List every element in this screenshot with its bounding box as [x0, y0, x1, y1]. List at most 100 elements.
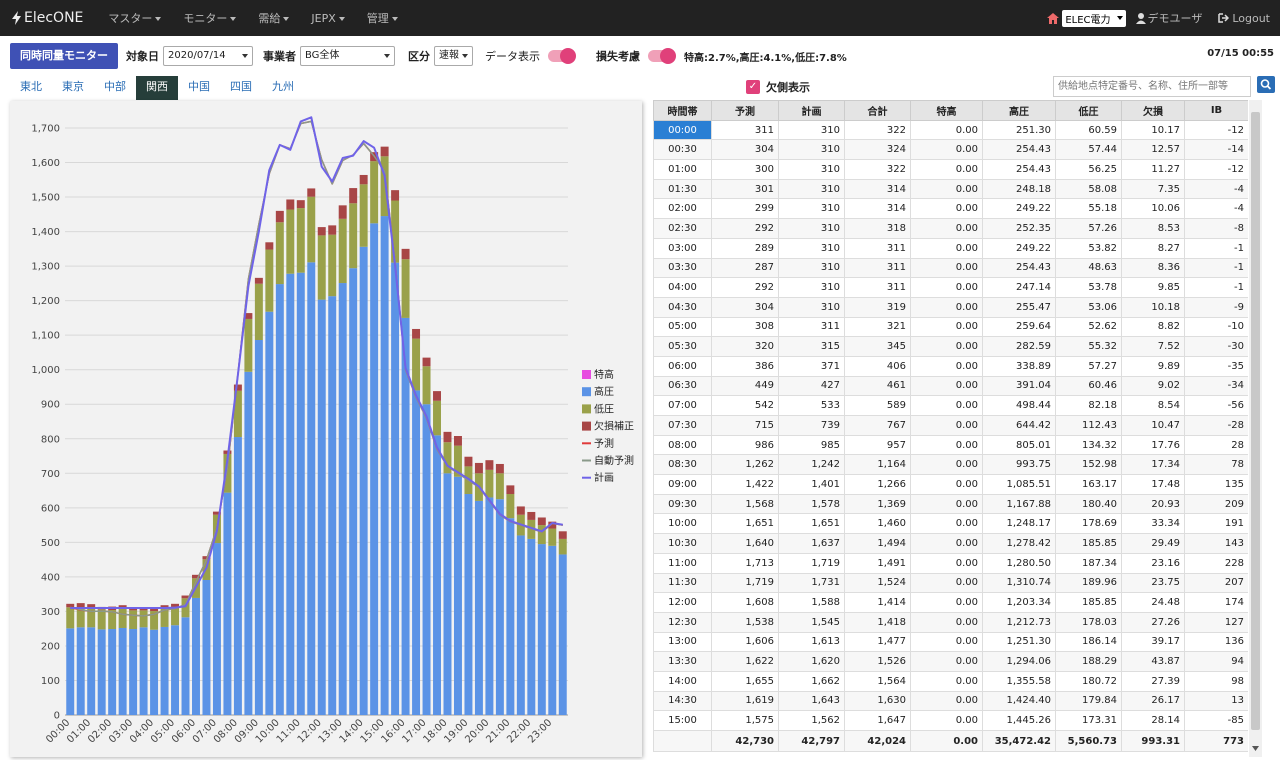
loss-toggle[interactable]: [648, 48, 676, 64]
table-row[interactable]: 13:30 1,622 1,620 1,526 0.00 1,294.06 188.29 43…: [653, 651, 1248, 672]
bar-segment: [453, 476, 462, 715]
caret-down-icon: [230, 17, 237, 21]
scroll-thumb[interactable]: [1251, 112, 1260, 730]
total-cell: 5,560.73: [1055, 730, 1122, 752]
table-row[interactable]: 12:00 1,608 1,588 1,414 0.00 1,203.34 185.85 24…: [653, 592, 1248, 613]
table-row[interactable]: 00:30 304 310 324 0.00 254.43 57.44 12.57 -14: [653, 139, 1248, 161]
column-header[interactable]: 合計: [844, 100, 911, 121]
table-row[interactable]: 07:30 715 739 767 0.00 644.42 112.43 10.47 -28: [653, 415, 1248, 436]
value-cell: 0.00: [910, 375, 983, 397]
table-row[interactable]: 04:30 304 310 319 0.00 255.47 53.06 10.18 -9: [653, 296, 1248, 318]
time-cell: 01:30: [653, 178, 712, 200]
timestamp: 07/15 00:55: [1207, 48, 1274, 59]
table-row[interactable]: 02:00 299 310 314 0.00 249.22 55.18 10.06 -4: [653, 198, 1248, 220]
menu-jepx[interactable]: JEPX: [311, 12, 345, 25]
tab-chugoku[interactable]: 中国: [188, 80, 210, 93]
column-header[interactable]: 低圧: [1055, 100, 1122, 121]
column-header[interactable]: 特高: [910, 100, 983, 121]
time-cell: 08:00: [653, 434, 712, 456]
tab-chubu[interactable]: 中部: [104, 80, 126, 93]
value-cell: 498.44: [982, 395, 1056, 416]
menu-master[interactable]: マスター: [108, 10, 162, 26]
value-cell: 533: [778, 395, 845, 416]
search-button[interactable]: [1257, 76, 1275, 93]
bar-segment: [359, 246, 368, 715]
tab-kyushu[interactable]: 九州: [272, 80, 294, 93]
menu-admin[interactable]: 管理: [367, 10, 398, 26]
shortage-checkbox[interactable]: ✓ 欠側表示: [746, 79, 810, 95]
table-row[interactable]: 06:30 449 427 461 0.00 391.04 60.46 9.02 -34: [653, 375, 1248, 397]
value-cell: 449: [711, 375, 779, 397]
table-row[interactable]: 09:00 1,422 1,401 1,266 0.00 1,085.51 163.17 17…: [653, 474, 1248, 495]
logout-link[interactable]: Logout: [1218, 12, 1270, 25]
table-row[interactable]: 15:00 1,575 1,562 1,647 0.00 1,445.26 173.31 28…: [653, 710, 1248, 731]
bar-segment: [453, 445, 462, 477]
data-table-container: 時間帯 予測 計画 合計 特高 高圧 低圧 欠損 IB 00:00 311 310 322 0.00 25…: [653, 100, 1248, 757]
column-header[interactable]: 予測: [711, 100, 779, 121]
bar-segment: [181, 617, 190, 715]
shortage-label: 欠側表示: [766, 81, 810, 94]
menu-supply-demand[interactable]: 需給: [258, 10, 290, 26]
table-row[interactable]: 14:30 1,619 1,643 1,630 0.00 1,424.40 179.84 26…: [653, 690, 1248, 712]
tab-kansai[interactable]: 関西: [136, 76, 178, 100]
table-row[interactable]: 03:00 289 310 311 0.00 249.22 53.82 8.27 -1: [653, 237, 1248, 259]
table-row[interactable]: 05:30 320 315 345 0.00 282.59 55.32 7.52 -30: [653, 336, 1248, 357]
column-header[interactable]: 高圧: [982, 100, 1056, 121]
brand[interactable]: ElecONE: [12, 10, 83, 26]
table-row[interactable]: 09:30 1,568 1,578 1,369 0.00 1,167.88 180.40 20…: [653, 493, 1248, 515]
column-header[interactable]: 時間帯: [653, 100, 712, 121]
legend-label: 予測: [594, 437, 614, 450]
value-cell: 178.69: [1055, 513, 1122, 535]
legend-label: 低圧: [594, 402, 614, 415]
date-picker[interactable]: 2020/07/14: [163, 46, 253, 66]
scroll-down-icon[interactable]: [1252, 746, 1259, 751]
table-row[interactable]: 07:00 542 533 589 0.00 498.44 82.18 8.54 -56: [653, 395, 1248, 416]
bar-segment: [391, 200, 400, 263]
menu-monitor[interactable]: モニター: [183, 10, 237, 26]
operator-select[interactable]: BG全体: [300, 46, 395, 66]
table-row[interactable]: 11:00 1,713 1,719 1,491 0.00 1,280.50 187.34 23…: [653, 552, 1248, 574]
search-input[interactable]: [1053, 76, 1251, 97]
time-cell: 12:00: [653, 592, 712, 613]
top-navbar: ElecONE マスター モニター 需給 JEPX 管理 ELEC電力 デモユー…: [0, 0, 1280, 36]
bar-segment: [244, 318, 253, 372]
column-header[interactable]: IB: [1184, 100, 1248, 121]
tab-shikoku[interactable]: 四国: [230, 80, 252, 93]
table-row[interactable]: 11:30 1,719 1,731 1,524 0.00 1,310.74 189.96 23…: [653, 572, 1248, 594]
value-cell: 26.17: [1121, 690, 1185, 712]
table-row[interactable]: 01:30 301 310 314 0.00 248.18 58.08 7.35 -4: [653, 178, 1248, 200]
value-cell: 1,242: [778, 454, 845, 476]
table-row[interactable]: 04:00 292 310 311 0.00 247.14 53.78 9.85 -1: [653, 277, 1248, 298]
user-menu[interactable]: デモユーザ: [1135, 10, 1202, 26]
company-select[interactable]: ELEC電力: [1062, 9, 1126, 27]
tab-tohoku[interactable]: 東北: [20, 80, 42, 93]
table-row[interactable]: 10:30 1,640 1,637 1,494 0.00 1,278.42 185.85 29…: [653, 533, 1248, 554]
bar-segment: [108, 610, 117, 630]
check-icon: ✓: [746, 80, 760, 94]
table-row[interactable]: 08:00 986 985 957 0.00 805.01 134.32 17.76 28: [653, 434, 1248, 456]
value-cell: 1,719: [711, 572, 779, 594]
value-cell: 17.34: [1121, 454, 1185, 476]
value-cell: 0.00: [910, 474, 983, 495]
table-row[interactable]: 05:00 308 311 321 0.00 259.64 52.62 8.82 -10: [653, 316, 1248, 338]
column-header[interactable]: 欠損: [1121, 100, 1185, 121]
table-row[interactable]: 08:30 1,262 1,242 1,164 0.00 993.75 152.98 17.3…: [653, 454, 1248, 476]
class-select[interactable]: 速報: [434, 46, 473, 66]
tab-tokyo[interactable]: 東京: [62, 80, 84, 93]
table-row[interactable]: 00:00 311 310 322 0.00 251.30 60.59 10.17 -12: [653, 119, 1248, 141]
table-row[interactable]: 10:00 1,651 1,651 1,460 0.00 1,248.17 178.69 33…: [653, 513, 1248, 535]
monitor-button[interactable]: 同時同量モニター: [10, 43, 118, 69]
table-row[interactable]: 02:30 292 310 318 0.00 252.35 57.26 8.53 -8: [653, 218, 1248, 239]
value-cell: -1: [1184, 257, 1248, 279]
table-row[interactable]: 14:00 1,655 1,662 1,564 0.00 1,355.58 180.72 27…: [653, 670, 1248, 692]
data-display-toggle[interactable]: [548, 48, 576, 64]
table-row[interactable]: 13:00 1,606 1,613 1,477 0.00 1,251.30 186.14 39…: [653, 631, 1248, 653]
value-cell: 57.27: [1055, 355, 1122, 377]
table-row[interactable]: 01:00 300 310 322 0.00 254.43 56.25 11.27 -12: [653, 159, 1248, 180]
column-header[interactable]: 計画: [778, 100, 845, 121]
table-row[interactable]: 06:00 386 371 406 0.00 338.89 57.27 9.89 -35: [653, 355, 1248, 377]
table-scrollbar[interactable]: [1249, 100, 1262, 757]
table-row[interactable]: 12:30 1,538 1,545 1,418 0.00 1,212.73 178.03 27…: [653, 611, 1248, 633]
table-row[interactable]: 03:30 287 310 311 0.00 254.43 48.63 8.36 -1: [653, 257, 1248, 279]
value-cell: 180.40: [1055, 493, 1122, 515]
